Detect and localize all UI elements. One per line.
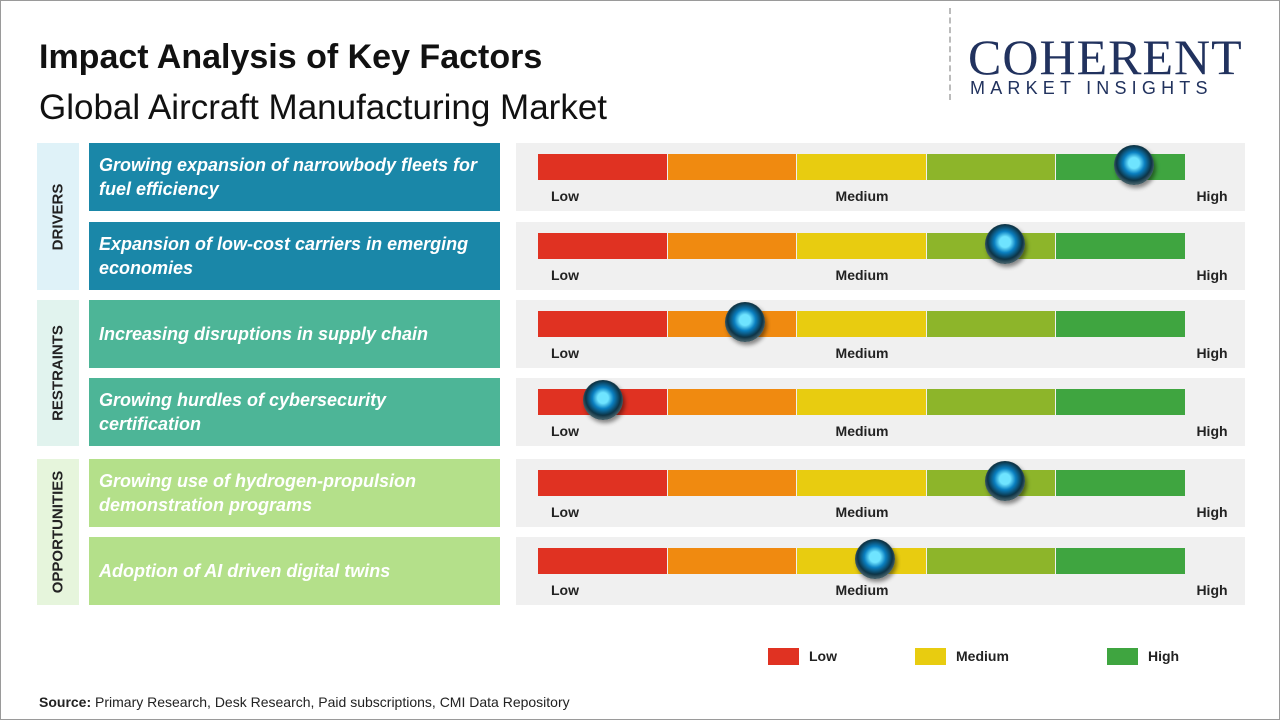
gauge-medium: Medium xyxy=(835,345,889,361)
gauge-high: High xyxy=(1196,188,1228,204)
gauge-low: Low xyxy=(551,582,579,598)
divider xyxy=(949,8,951,100)
source-prefix: Source: xyxy=(39,694,92,710)
group-label-text: OPPORTUNITIES xyxy=(49,470,67,594)
impact-marker xyxy=(854,539,895,579)
gauge-segment xyxy=(667,470,797,496)
legend-label: High xyxy=(1148,648,1180,664)
gauge-segment xyxy=(667,233,797,259)
gauge: Low Medium High xyxy=(516,378,1245,446)
gauge-segment xyxy=(926,548,1056,574)
gauge-low: Low xyxy=(551,345,579,361)
factor: Expansion of low-cost carriers in emergi… xyxy=(89,222,500,290)
group-label-text: RESTRAINTS xyxy=(49,325,67,421)
group-label: DRIVERS xyxy=(37,143,79,290)
gauge-segment xyxy=(926,389,1056,415)
factor: Growing use of hydrogen-propulsion demon… xyxy=(89,459,500,527)
impact-marker xyxy=(984,224,1025,264)
gauge: Low Medium High xyxy=(516,143,1245,211)
gauge: Low Medium High xyxy=(516,459,1245,527)
group-label: RESTRAINTS xyxy=(37,300,79,446)
gauge-segment xyxy=(667,154,797,180)
gauge-segment xyxy=(797,233,926,259)
title: Impact Analysis of Key Factors xyxy=(39,38,543,76)
gauge-medium: Medium xyxy=(835,504,889,520)
gauge-segment xyxy=(538,548,667,574)
gauge-segment xyxy=(538,233,667,259)
subtitle: Global Aircraft Manufacturing Market xyxy=(39,88,608,127)
impact-marker xyxy=(725,302,766,342)
gauge-segment xyxy=(538,311,667,337)
impact-marker xyxy=(1114,145,1155,185)
source-text: Primary Research, Desk Research, Paid su… xyxy=(95,694,570,710)
gauge-segment xyxy=(797,389,926,415)
gauge-high: High xyxy=(1196,582,1228,598)
legend-swatch xyxy=(768,648,799,665)
gauge-segment xyxy=(1056,470,1185,496)
gauge-low: Low xyxy=(551,423,579,439)
gauge-segment xyxy=(667,389,797,415)
gauge-segment xyxy=(1056,311,1185,337)
gauge-segment xyxy=(1056,389,1185,415)
group-label: OPPORTUNITIES xyxy=(37,459,79,605)
factor: Increasing disruptions in supply chain xyxy=(89,300,500,368)
gauge-segment xyxy=(538,470,667,496)
gauge-low: Low xyxy=(551,267,579,283)
group-label-text: DRIVERS xyxy=(49,183,67,250)
legend-label: Medium xyxy=(956,648,1009,664)
gauge-segment xyxy=(1056,233,1185,259)
factor: Growing expansion of narrowbody fleets f… xyxy=(89,143,500,211)
gauge-low: Low xyxy=(551,504,579,520)
gauge-segment xyxy=(797,154,926,180)
impact-marker xyxy=(984,461,1025,501)
gauge-high: High xyxy=(1196,345,1228,361)
gauge: Low Medium High xyxy=(516,222,1245,290)
gauge-high: High xyxy=(1196,423,1228,439)
gauge-segment xyxy=(926,154,1056,180)
impact-marker xyxy=(582,380,623,420)
gauge-segment xyxy=(1056,548,1185,574)
gauge-medium: Medium xyxy=(835,582,889,598)
logo-tagline: MARKET INSIGHTS xyxy=(970,78,1213,98)
legend-swatch xyxy=(1107,648,1138,665)
gauge-high: High xyxy=(1196,267,1228,283)
gauge-segment xyxy=(926,311,1056,337)
gauge: Low Medium High xyxy=(516,537,1245,605)
legend-label: Low xyxy=(809,648,837,664)
gauge-segment xyxy=(797,470,926,496)
gauge: Low Medium High xyxy=(516,300,1245,368)
gauge-segment xyxy=(667,548,797,574)
source: Source: Primary Research, Desk Research,… xyxy=(39,694,570,710)
gauge-low: Low xyxy=(551,188,579,204)
gauge-high: High xyxy=(1196,504,1228,520)
gauge-medium: Medium xyxy=(835,267,889,283)
legend-swatch xyxy=(915,648,946,665)
gauge-medium: Medium xyxy=(835,188,889,204)
factor: Growing hurdles of cybersecurity certifi… xyxy=(89,378,500,446)
gauge-segment xyxy=(797,311,926,337)
logo-name: COHERENT xyxy=(968,29,1243,85)
factor: Adoption of AI driven digital twins xyxy=(89,537,500,605)
gauge-medium: Medium xyxy=(835,423,889,439)
gauge-segment xyxy=(538,154,667,180)
